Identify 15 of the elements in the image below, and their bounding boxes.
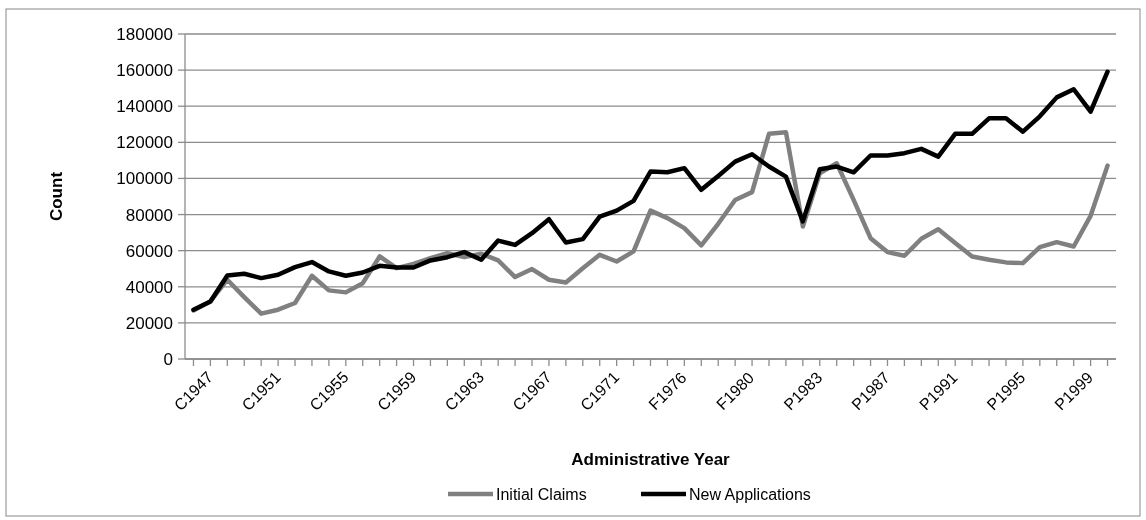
y-tick-label: 80000 [125, 205, 173, 225]
y-tick-label: 100000 [116, 169, 173, 189]
line-series [191, 69, 1110, 312]
y-tick-label: 180000 [116, 24, 173, 44]
y-tick-label: 120000 [116, 133, 173, 153]
y-tick-label: 20000 [125, 313, 173, 333]
y-axis-title: Count [47, 171, 66, 222]
x-axis-title: Administrative Year [571, 450, 731, 469]
y-tick-label: 40000 [125, 277, 173, 297]
y-tick-label: 0 [163, 349, 173, 369]
y-tick-label: 140000 [116, 97, 173, 117]
y-tick-label: 160000 [116, 61, 173, 81]
y-tick-label: 60000 [125, 241, 173, 261]
legend-label: Initial Claims [496, 485, 587, 503]
legend-label: New Applications [689, 485, 811, 503]
